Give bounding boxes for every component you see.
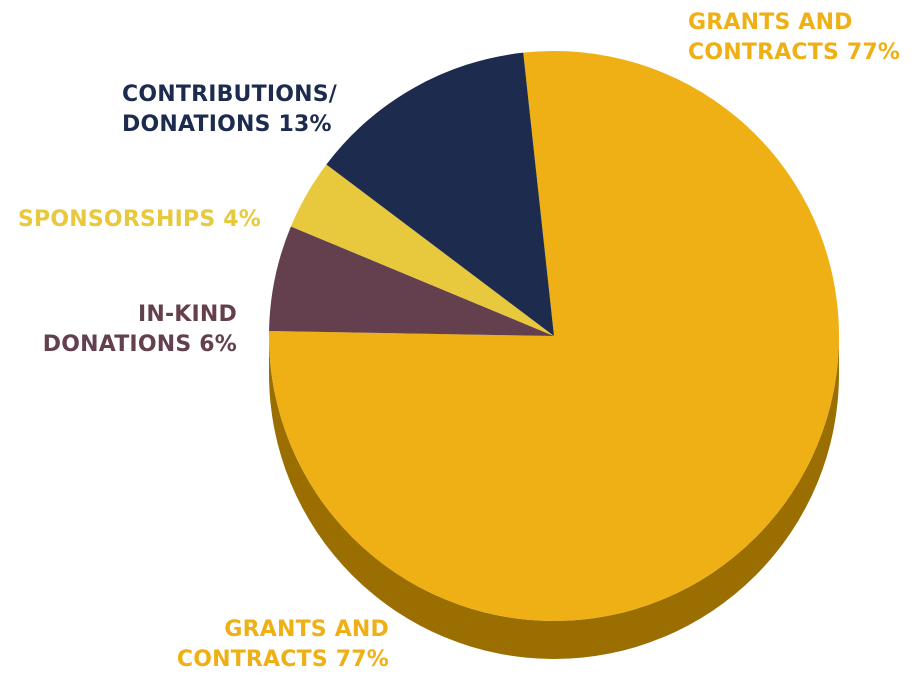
label-sponsorships-line1: SPONSORSHIPS 4% <box>18 207 261 232</box>
label-grants-bottom-line2: CONTRACTS 77% <box>176 647 389 672</box>
label-contributions-line2: DONATIONS 13% <box>122 112 332 137</box>
label-grants-top-line1: GRANTS AND <box>688 10 853 35</box>
label-sponsorships: SPONSORSHIPS 4% <box>18 205 261 235</box>
label-contributions-donations: CONTRIBUTIONS/ DONATIONS 13% <box>122 80 337 140</box>
label-grants-and-contracts-bottom: GRANTS AND CONTRACTS 77% <box>177 615 389 675</box>
label-grants-top-line2: CONTRACTS 77% <box>688 40 901 65</box>
label-in-kind-donations: IN-KIND DONATIONS 6% <box>43 300 237 360</box>
label-grants-and-contracts-top: GRANTS AND CONTRACTS 77% <box>688 8 900 68</box>
label-contributions-line1: CONTRIBUTIONS/ <box>122 82 338 107</box>
pie-slice-0 <box>269 51 839 622</box>
label-inkind-line1: IN-KIND <box>137 302 237 327</box>
pie-slice-1 <box>269 226 554 336</box>
label-inkind-line2: DONATIONS 6% <box>42 332 237 357</box>
pie-slice-2 <box>290 164 554 336</box>
label-grants-bottom-line1: GRANTS AND <box>224 617 389 642</box>
pie-slice-3 <box>326 52 554 336</box>
